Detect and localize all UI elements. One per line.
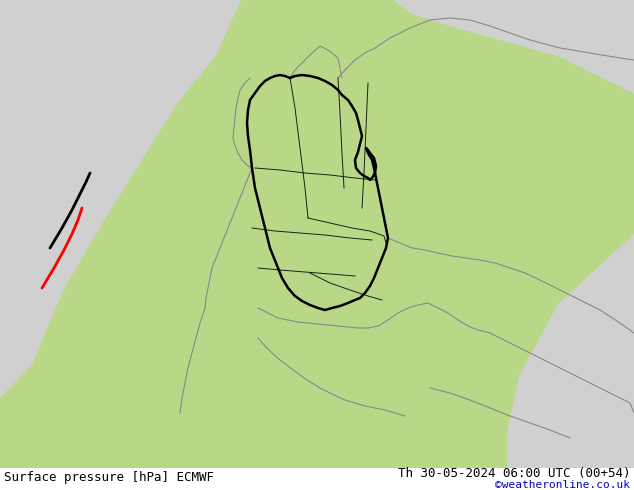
Polygon shape (0, 0, 241, 398)
Polygon shape (571, 384, 634, 468)
Text: ©weatheronline.co.uk: ©weatheronline.co.uk (495, 480, 630, 490)
Polygon shape (393, 0, 634, 94)
Text: Surface pressure [hPa] ECMWF: Surface pressure [hPa] ECMWF (4, 471, 214, 485)
Polygon shape (507, 234, 634, 468)
Text: Th 30-05-2024 06:00 UTC (00+54): Th 30-05-2024 06:00 UTC (00+54) (398, 467, 630, 480)
